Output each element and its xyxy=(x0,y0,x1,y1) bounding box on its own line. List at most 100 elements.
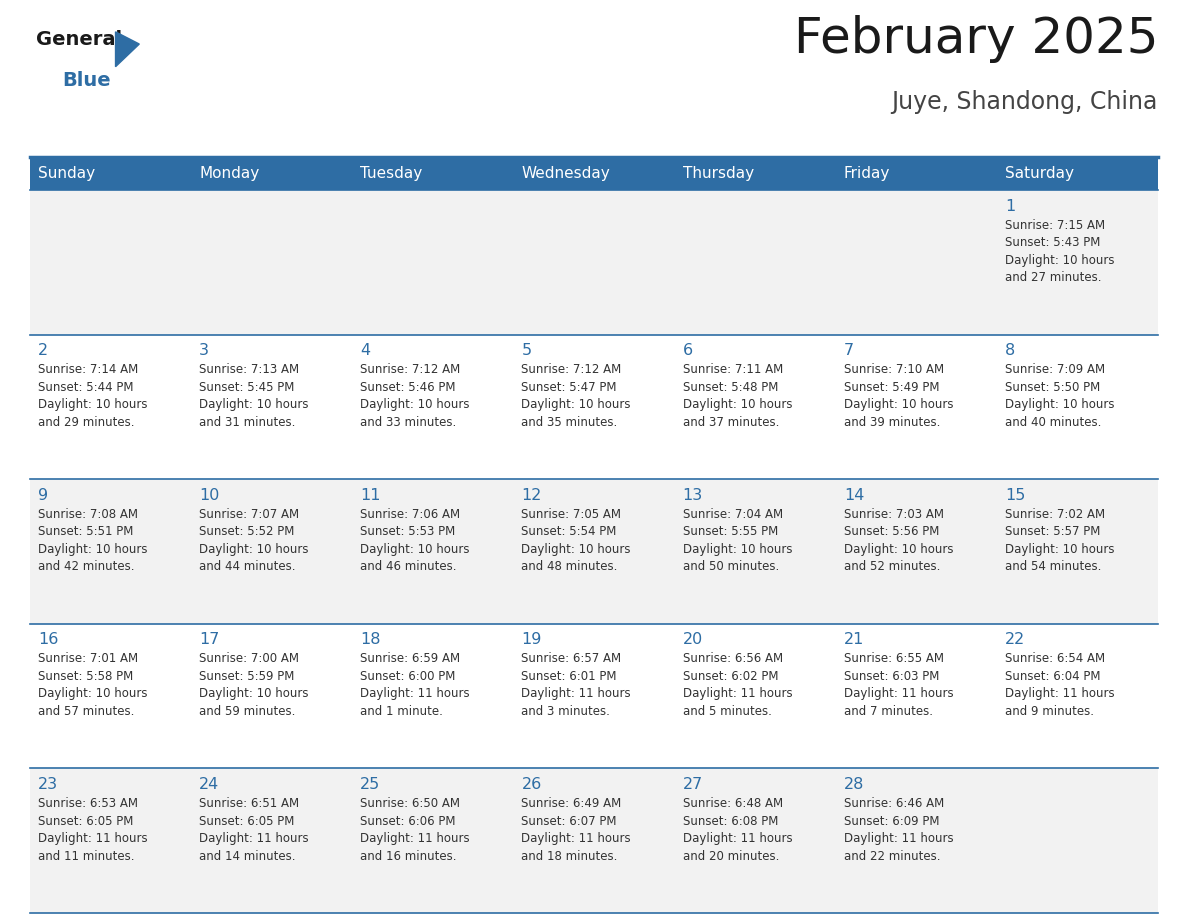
Text: Daylight: 11 hours: Daylight: 11 hours xyxy=(1005,688,1114,700)
Text: Daylight: 10 hours: Daylight: 10 hours xyxy=(38,688,147,700)
Text: 23: 23 xyxy=(38,777,58,792)
Text: Sunrise: 6:49 AM: Sunrise: 6:49 AM xyxy=(522,797,621,810)
Text: Sunrise: 7:03 AM: Sunrise: 7:03 AM xyxy=(843,508,943,521)
Text: Sunrise: 7:01 AM: Sunrise: 7:01 AM xyxy=(38,653,138,666)
Text: General: General xyxy=(36,30,122,49)
Text: and 44 minutes.: and 44 minutes. xyxy=(200,560,296,574)
Text: Sunset: 5:52 PM: Sunset: 5:52 PM xyxy=(200,525,295,538)
Text: and 37 minutes.: and 37 minutes. xyxy=(683,416,779,429)
Text: Daylight: 10 hours: Daylight: 10 hours xyxy=(843,398,953,411)
Text: 19: 19 xyxy=(522,633,542,647)
Text: Sunrise: 7:10 AM: Sunrise: 7:10 AM xyxy=(843,364,944,376)
Text: and 18 minutes.: and 18 minutes. xyxy=(522,849,618,863)
Text: and 48 minutes.: and 48 minutes. xyxy=(522,560,618,574)
Text: Sunrise: 7:07 AM: Sunrise: 7:07 AM xyxy=(200,508,299,521)
Text: Daylight: 11 hours: Daylight: 11 hours xyxy=(683,688,792,700)
Text: Tuesday: Tuesday xyxy=(360,166,423,181)
Text: Sunrise: 7:15 AM: Sunrise: 7:15 AM xyxy=(1005,218,1105,231)
Text: Sunrise: 6:46 AM: Sunrise: 6:46 AM xyxy=(843,797,944,810)
FancyBboxPatch shape xyxy=(191,190,353,334)
Text: Daylight: 10 hours: Daylight: 10 hours xyxy=(843,543,953,556)
FancyBboxPatch shape xyxy=(675,157,835,190)
Text: 20: 20 xyxy=(683,633,703,647)
Text: Sunset: 5:51 PM: Sunset: 5:51 PM xyxy=(38,525,133,538)
FancyBboxPatch shape xyxy=(353,768,513,913)
Text: Sunset: 5:49 PM: Sunset: 5:49 PM xyxy=(843,381,940,394)
Text: Daylight: 11 hours: Daylight: 11 hours xyxy=(522,688,631,700)
Text: Sunset: 6:00 PM: Sunset: 6:00 PM xyxy=(360,670,456,683)
Text: Daylight: 10 hours: Daylight: 10 hours xyxy=(1005,253,1114,266)
FancyBboxPatch shape xyxy=(997,157,1158,190)
Text: 6: 6 xyxy=(683,343,693,358)
Text: Daylight: 10 hours: Daylight: 10 hours xyxy=(200,688,309,700)
FancyBboxPatch shape xyxy=(675,768,835,913)
Text: Sunrise: 7:12 AM: Sunrise: 7:12 AM xyxy=(360,364,461,376)
Text: and 29 minutes.: and 29 minutes. xyxy=(38,416,134,429)
FancyBboxPatch shape xyxy=(675,479,835,624)
Text: Daylight: 11 hours: Daylight: 11 hours xyxy=(38,832,147,845)
Text: and 52 minutes.: and 52 minutes. xyxy=(843,560,940,574)
Text: Sunset: 5:43 PM: Sunset: 5:43 PM xyxy=(1005,236,1100,249)
FancyBboxPatch shape xyxy=(30,479,191,624)
Text: Sunday: Sunday xyxy=(38,166,95,181)
Text: Daylight: 10 hours: Daylight: 10 hours xyxy=(360,543,469,556)
FancyBboxPatch shape xyxy=(835,190,997,334)
Text: Sunset: 5:50 PM: Sunset: 5:50 PM xyxy=(1005,381,1100,394)
FancyBboxPatch shape xyxy=(835,479,997,624)
Text: Sunset: 6:03 PM: Sunset: 6:03 PM xyxy=(843,670,940,683)
Text: 17: 17 xyxy=(200,633,220,647)
Text: and 9 minutes.: and 9 minutes. xyxy=(1005,705,1094,718)
Text: 14: 14 xyxy=(843,487,864,503)
Text: Daylight: 11 hours: Daylight: 11 hours xyxy=(360,832,470,845)
Text: Daylight: 10 hours: Daylight: 10 hours xyxy=(200,543,309,556)
Text: Daylight: 10 hours: Daylight: 10 hours xyxy=(683,398,792,411)
FancyBboxPatch shape xyxy=(675,624,835,768)
Text: Sunset: 5:57 PM: Sunset: 5:57 PM xyxy=(1005,525,1100,538)
Text: 24: 24 xyxy=(200,777,220,792)
Text: Sunrise: 6:55 AM: Sunrise: 6:55 AM xyxy=(843,653,943,666)
FancyBboxPatch shape xyxy=(353,157,513,190)
Text: Sunset: 6:02 PM: Sunset: 6:02 PM xyxy=(683,670,778,683)
Text: Sunset: 6:05 PM: Sunset: 6:05 PM xyxy=(200,814,295,827)
Text: Sunrise: 7:11 AM: Sunrise: 7:11 AM xyxy=(683,364,783,376)
Text: Sunset: 6:01 PM: Sunset: 6:01 PM xyxy=(522,670,617,683)
FancyBboxPatch shape xyxy=(513,190,675,334)
FancyBboxPatch shape xyxy=(835,334,997,479)
Text: Sunrise: 7:14 AM: Sunrise: 7:14 AM xyxy=(38,364,138,376)
Text: Sunset: 5:58 PM: Sunset: 5:58 PM xyxy=(38,670,133,683)
Text: Sunrise: 6:57 AM: Sunrise: 6:57 AM xyxy=(522,653,621,666)
Text: and 59 minutes.: and 59 minutes. xyxy=(200,705,296,718)
Text: Sunrise: 7:04 AM: Sunrise: 7:04 AM xyxy=(683,508,783,521)
FancyBboxPatch shape xyxy=(675,190,835,334)
Text: and 27 minutes.: and 27 minutes. xyxy=(1005,271,1101,285)
Text: 10: 10 xyxy=(200,487,220,503)
FancyBboxPatch shape xyxy=(997,624,1158,768)
Text: Sunset: 5:44 PM: Sunset: 5:44 PM xyxy=(38,381,133,394)
FancyBboxPatch shape xyxy=(30,190,191,334)
Text: and 46 minutes.: and 46 minutes. xyxy=(360,560,457,574)
Text: Sunset: 6:09 PM: Sunset: 6:09 PM xyxy=(843,814,940,827)
FancyBboxPatch shape xyxy=(513,768,675,913)
Text: 7: 7 xyxy=(843,343,854,358)
Text: 16: 16 xyxy=(38,633,58,647)
Text: Sunset: 5:59 PM: Sunset: 5:59 PM xyxy=(200,670,295,683)
Text: and 42 minutes.: and 42 minutes. xyxy=(38,560,134,574)
Text: February 2025: February 2025 xyxy=(794,15,1158,63)
Text: 22: 22 xyxy=(1005,633,1025,647)
FancyBboxPatch shape xyxy=(997,479,1158,624)
Text: and 7 minutes.: and 7 minutes. xyxy=(843,705,933,718)
Text: 13: 13 xyxy=(683,487,703,503)
FancyBboxPatch shape xyxy=(353,479,513,624)
FancyBboxPatch shape xyxy=(675,334,835,479)
Text: Sunrise: 6:50 AM: Sunrise: 6:50 AM xyxy=(360,797,460,810)
Text: Sunset: 5:46 PM: Sunset: 5:46 PM xyxy=(360,381,456,394)
Text: 9: 9 xyxy=(38,487,49,503)
Text: Sunset: 6:06 PM: Sunset: 6:06 PM xyxy=(360,814,456,827)
Text: Sunset: 6:05 PM: Sunset: 6:05 PM xyxy=(38,814,133,827)
Text: Daylight: 10 hours: Daylight: 10 hours xyxy=(360,398,469,411)
FancyBboxPatch shape xyxy=(191,768,353,913)
Text: 12: 12 xyxy=(522,487,542,503)
Text: Sunset: 5:48 PM: Sunset: 5:48 PM xyxy=(683,381,778,394)
Text: 3: 3 xyxy=(200,343,209,358)
Text: Friday: Friday xyxy=(843,166,890,181)
